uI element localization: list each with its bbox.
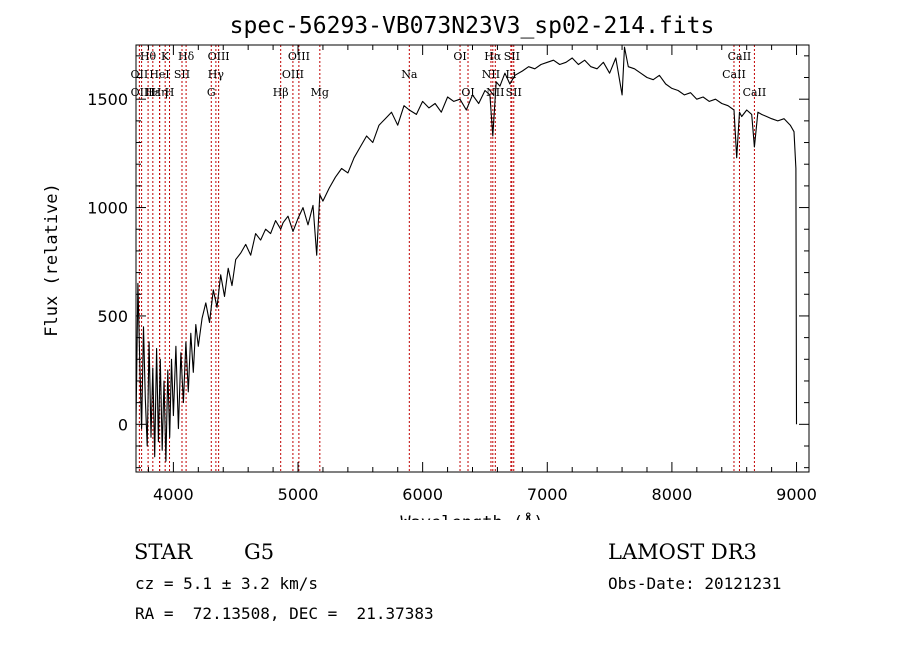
line-label-10: OIII <box>208 50 230 63</box>
spectrum-line <box>135 46 798 462</box>
line-label-11: Hγ <box>208 68 225 81</box>
line-label-14: OIII <box>288 50 310 63</box>
line-label-0: Hθ <box>140 50 157 63</box>
x-tick-label-1: 5000 <box>278 485 319 504</box>
x-tick-label-0: 4000 <box>153 485 194 504</box>
class-label: STAR <box>134 540 193 564</box>
y-axis-label: Flux (relative) <box>42 183 62 337</box>
line-label-1: OII <box>131 68 149 81</box>
line-label-27: CaII <box>722 68 746 81</box>
line-label-7: H <box>165 86 175 99</box>
line-label-21: NII <box>482 68 500 81</box>
line-label-25: SII <box>506 86 522 99</box>
y-tick-label-3: 1500 <box>87 90 128 109</box>
line-label-16: Mg <box>311 86 329 99</box>
x-axis-ticks: 4000 5000 6000 7000 8000 9000 <box>147 45 817 504</box>
y-axis-ticks: 0 500 1000 1500 <box>87 55 809 469</box>
line-label-24: Li <box>505 68 516 81</box>
line-label-6: Hη <box>152 86 168 99</box>
line-label-9: Hδ <box>178 50 195 63</box>
line-label-23: SII <box>504 50 520 63</box>
y-tick-label-1: 500 <box>97 307 128 326</box>
line-label-20: Hα <box>484 50 502 63</box>
y-tick-label-2: 1000 <box>87 199 128 218</box>
x-tick-label-3: 7000 <box>527 485 568 504</box>
survey-label: LAMOST DR3 <box>608 540 757 564</box>
line-label-19: OI <box>461 86 474 99</box>
line-label-4: HeI <box>149 68 169 81</box>
line-label-3: Hε <box>145 86 161 99</box>
spectrum-chart: spec-56293-VB073N23V3_sp02-214.fits Hθ OI… <box>42 13 817 520</box>
spectrum-series <box>135 46 798 462</box>
x-tick-label-4: 8000 <box>652 485 693 504</box>
y-tick-label-0: 0 <box>118 415 128 434</box>
line-label-12: G <box>207 86 216 99</box>
line-label-15: OIII <box>282 68 304 81</box>
obs-date: Obs-Date: 20121231 <box>608 574 782 593</box>
chart-title: spec-56293-VB073N23V3_sp02-214.fits <box>230 13 715 39</box>
line-label-18: OI <box>453 50 466 63</box>
line-label-26: CaII <box>728 50 752 63</box>
coordinates: RA = 72.13508, DEC = 21.37383 <box>135 604 434 623</box>
line-label-28: CaII <box>743 86 767 99</box>
subclass-label: G5 <box>244 540 275 564</box>
line-label-8: SII <box>174 68 190 81</box>
line-label-5: K <box>161 50 170 63</box>
x-tick-label-5: 9000 <box>776 485 817 504</box>
cz-value: cz = 5.1 ± 3.2 km/s <box>135 574 319 593</box>
x-axis-label: Wavelength (Å) <box>400 511 543 520</box>
line-label-13: Hβ <box>273 86 289 99</box>
line-label-17: Na <box>401 68 418 81</box>
emission-line-markers <box>138 45 755 472</box>
x-tick-label-2: 6000 <box>402 485 443 504</box>
